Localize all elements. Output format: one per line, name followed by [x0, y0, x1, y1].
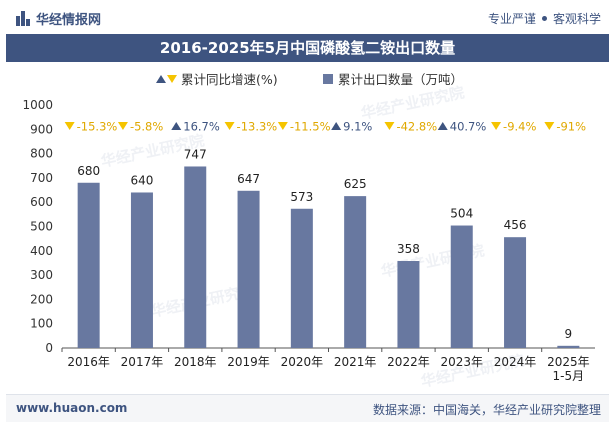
legend-label-growth: 累计同比增速(%): [181, 72, 278, 87]
bar: [184, 166, 207, 348]
bar-value-label: 358: [397, 242, 420, 256]
y-tick-label: 300: [30, 268, 53, 282]
legend-swatch-bar: [323, 74, 333, 84]
footer: www.huaon.com 数据来源：中国海关，华经产业研究院整理: [6, 394, 609, 422]
y-tick-label: 100: [30, 317, 53, 331]
bar-value-label: 504: [450, 207, 473, 221]
x-tick-label: 2025年 1-5月: [547, 355, 590, 383]
bar-value-label: 456: [504, 218, 527, 232]
y-tick-label: 200: [30, 292, 53, 306]
x-tick-label: 2020年: [281, 355, 324, 369]
bar-chart-icon: [16, 11, 30, 26]
growth-label: 40.7%: [450, 120, 487, 134]
x-tick-label: 2016年: [67, 355, 110, 369]
growth-label: -9.4%: [503, 120, 536, 134]
growth-up-triangle-icon: [437, 122, 448, 130]
x-tick-label: 2018年: [174, 355, 217, 369]
bar: [344, 196, 367, 348]
growth-label: 16.7%: [183, 120, 220, 134]
bar-value-label: 625: [344, 177, 367, 191]
y-tick-label: 1000: [22, 98, 53, 112]
bar: [397, 261, 420, 348]
brand-logo[interactable]: 华经情报网: [16, 9, 101, 28]
top-bar: 华经情报网 专业严谨 客观科学: [0, 0, 615, 34]
bar-value-label: 647: [237, 172, 260, 186]
y-tick-label: 700: [30, 171, 53, 185]
growth-label: -11.5%: [290, 120, 331, 134]
bar-value-label: 640: [130, 173, 153, 187]
bar: [130, 192, 153, 348]
growth-down-triangle-icon: [491, 122, 502, 130]
bar: [77, 182, 100, 348]
slogan-text-2: 客观科学: [552, 12, 601, 26]
y-tick-label: 600: [30, 195, 53, 209]
growth-label: -15.3%: [77, 120, 118, 134]
legend-up-triangle-icon: [156, 75, 166, 83]
bar: [504, 237, 527, 348]
bar: [290, 208, 313, 348]
x-tick-label: 2019年: [227, 355, 270, 369]
bar: [450, 225, 473, 348]
x-tick-label: 2023年: [440, 355, 483, 369]
y-tick-label: 900: [30, 122, 53, 136]
growth-down-triangle-icon: [277, 122, 288, 130]
growth-label: -91%: [556, 120, 586, 134]
slogan: 专业严谨 客观科学: [488, 10, 601, 27]
x-tick-label: 2024年: [494, 355, 537, 369]
y-tick-label: 800: [30, 147, 53, 161]
slogan-text-1: 专业严谨: [487, 12, 536, 26]
growth-label: -5.8%: [130, 120, 163, 134]
growth-down-triangle-icon: [224, 122, 235, 130]
growth-down-triangle-icon: [544, 122, 555, 130]
footer-site-link[interactable]: www.huaon.com: [16, 401, 128, 415]
y-tick-label: 400: [30, 244, 53, 258]
bar-value-label: 573: [290, 190, 313, 204]
brand-name: 华经情报网: [36, 13, 102, 28]
y-tick-label: 500: [30, 220, 53, 234]
growth-label: 9.1%: [343, 120, 372, 134]
bar: [557, 345, 580, 348]
chart-title: 2016-2025年5月中国磷酸氢二铵出口数量: [6, 34, 609, 62]
growth-up-triangle-icon: [171, 122, 182, 130]
x-tick-label: 2022年: [387, 355, 430, 369]
growth-down-triangle-icon: [64, 122, 75, 130]
bar-value-label: 747: [184, 147, 207, 161]
growth-label: -13.3%: [237, 120, 278, 134]
growth-down-triangle-icon: [384, 122, 395, 130]
bar-value-label: 680: [77, 164, 100, 178]
legend-down-triangle-icon: [167, 75, 177, 83]
footer-source: 数据来源：中国海关，华经产业研究院整理: [372, 403, 601, 417]
x-tick-label: 2021年: [334, 355, 377, 369]
x-tick-label: 2017年: [121, 355, 164, 369]
bar-value-label: 9: [565, 327, 573, 341]
growth-down-triangle-icon: [117, 122, 128, 130]
legend-label-bar: 累计出口数量（万吨）: [338, 72, 463, 87]
bar-chart: 累计同比增速(%) 累计出口数量（万吨） 0 100 200 300 400 500 600 70…: [22, 72, 595, 383]
dot-icon: [541, 16, 547, 21]
bar: [237, 190, 260, 348]
growth-up-triangle-icon: [331, 122, 342, 130]
y-tick-label: 0: [45, 341, 53, 355]
growth-label: -42.8%: [396, 120, 437, 134]
